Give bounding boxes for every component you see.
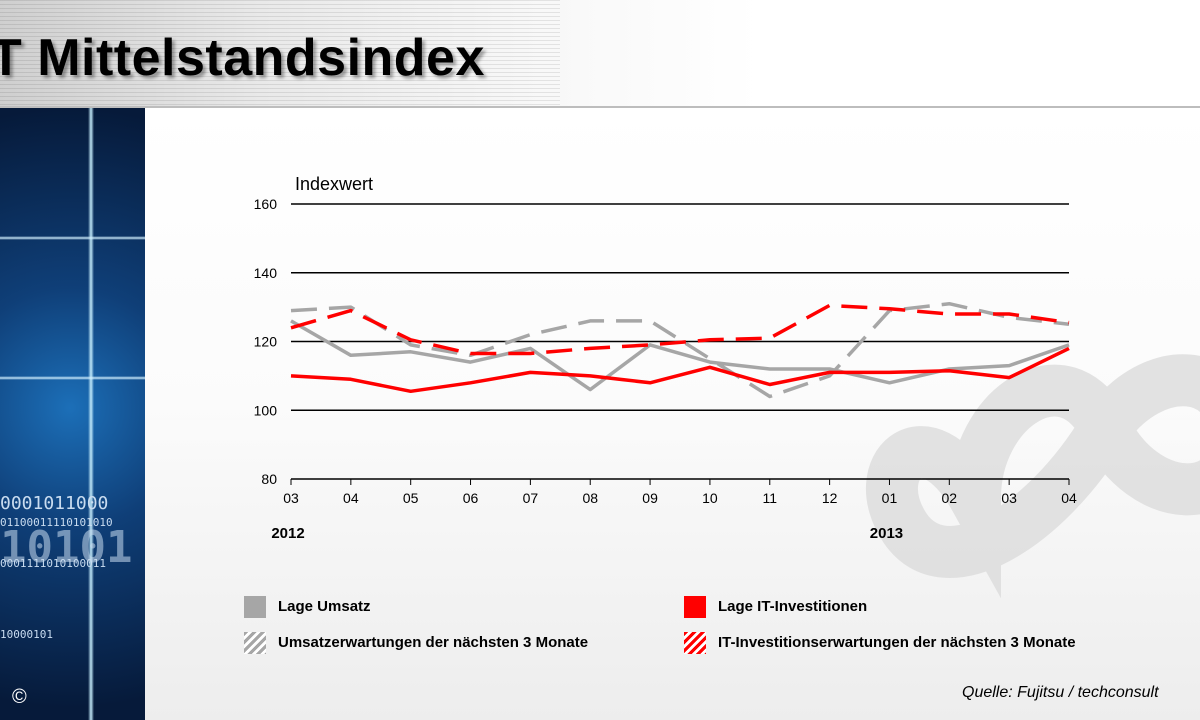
x-tick-label: 01 [882, 490, 898, 506]
decorative-side-panel: 0001011000 01100011110101010 10101 00011… [0, 108, 145, 720]
legend-label: Lage Umsatz [278, 597, 371, 615]
light-beam-horizontal [0, 376, 145, 380]
legend-swatch [684, 632, 706, 654]
legend-umsatzerwartungen: Umsatzerwartungen der nächsten 3 Monate [244, 632, 588, 654]
x-tick-label: 12 [822, 490, 838, 506]
series-line-2 [290, 301, 1070, 399]
legend-swatch [244, 596, 266, 618]
x-tick-label: 05 [403, 490, 419, 506]
y-tick-label: 160 [254, 196, 278, 212]
copyright-symbol: © [12, 686, 27, 708]
legend-swatch [684, 596, 706, 618]
y-tick-label: 100 [254, 402, 278, 418]
legend-lage-umsatz: Lage Umsatz [244, 596, 371, 618]
legend-swatch [244, 632, 266, 654]
header-divider [0, 106, 1200, 108]
header-bar [0, 0, 1200, 106]
series-line-4 [290, 303, 1070, 356]
grid-lines [291, 203, 1069, 411]
light-beam-vertical [88, 108, 94, 720]
legend-label: IT-Investitionserwartungen der nächsten … [718, 633, 1076, 651]
year-label: 2012 [271, 525, 304, 542]
x-tick-label: 03 [1001, 490, 1017, 506]
watermark-infinity-logo [865, 354, 1200, 598]
legend-label: Lage IT-Investitionen [718, 597, 868, 615]
series-line-1 [290, 319, 1070, 392]
axes: 80 100 120 140 160 03 04 05 06 07 08 09 10 11 12 01 02 03… [254, 196, 1077, 542]
x-tick-label: 08 [582, 490, 598, 506]
legend-lage-it-investitionen: Lage IT-Investitionen [684, 596, 867, 618]
binary-text: 01100011110101010 [0, 516, 113, 529]
legend-label: Umsatzerwartungen der nächsten 3 Monate [278, 633, 589, 651]
line-chart: 80 100 120 140 160 03 04 05 06 07 08 09 10 11 12 01 02 03… [254, 174, 1200, 598]
x-tick-label: 06 [463, 490, 479, 506]
series-line-3 [290, 346, 1070, 394]
x-tick-label: 04 [1061, 490, 1077, 506]
light-beam-horizontal [0, 236, 145, 240]
y-tick-label: 140 [254, 265, 278, 281]
binary-text: 0001111010100011 [0, 557, 106, 570]
x-tick-label: 07 [523, 490, 539, 506]
binary-text: 10000101 [0, 628, 53, 641]
series-lines [290, 301, 1070, 399]
legend-it-investitionserwartungen: IT-Investitionserwartungen der nächsten … [684, 632, 1076, 654]
x-tick-label: 02 [942, 490, 958, 506]
x-tick-label: 04 [343, 490, 359, 506]
x-tick-label: 03 [283, 490, 299, 506]
y-axis-label: Indexwert [295, 174, 373, 194]
binary-text: 0001011000 [0, 493, 109, 514]
y-tick-label: 80 [261, 471, 277, 487]
binary-text: 10101 [0, 522, 133, 573]
page-title: T Mittelstandsindex [0, 29, 485, 87]
year-label: 2013 [870, 525, 903, 542]
source-note: Quelle: Fujitsu / techconsult [962, 684, 1159, 701]
x-tick-label: 11 [762, 490, 777, 506]
y-tick-label: 120 [254, 334, 278, 350]
x-tick-label: 09 [642, 490, 658, 506]
x-tick-label: 10 [702, 490, 718, 506]
